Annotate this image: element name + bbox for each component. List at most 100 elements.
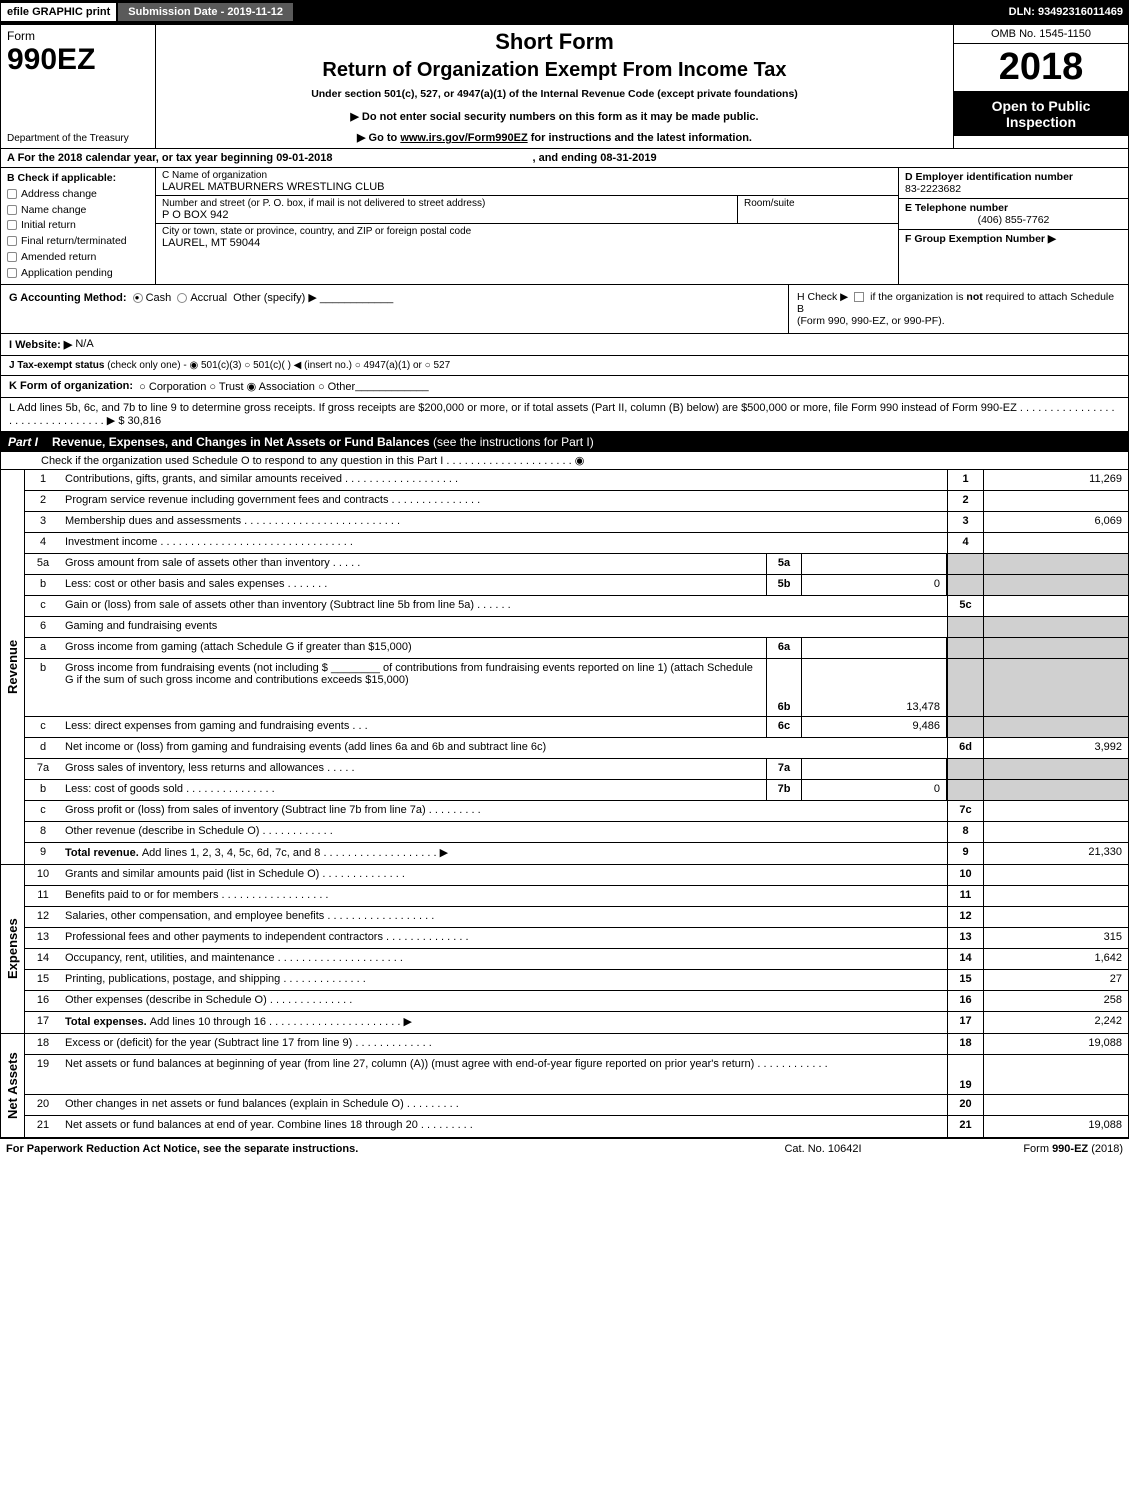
revenue-section: Revenue 1Contributions, gifts, grants, a… — [0, 470, 1129, 865]
l7b-txt: Less: cost of goods sold . . . . . . . .… — [61, 780, 766, 800]
l21-rn: 21 — [947, 1116, 983, 1137]
l17-txt: Total expenses. Add lines 10 through 16 … — [61, 1012, 947, 1033]
l7b-num: b — [25, 780, 61, 800]
goto-post: for instructions and the latest informat… — [528, 132, 752, 144]
l6b-num: b — [25, 659, 61, 716]
l6b-txt: Gross income from fundraising events (no… — [61, 659, 766, 716]
l5a-txt: Gross amount from sale of assets other t… — [61, 554, 766, 574]
l5c-rn: 5c — [947, 596, 983, 616]
l8-rn: 8 — [947, 822, 983, 842]
l-gross-receipts-row: L Add lines 5b, 6c, and 7b to line 9 to … — [0, 398, 1129, 432]
l11-num: 11 — [25, 886, 61, 906]
l7a-num: 7a — [25, 759, 61, 779]
l21-txt: Net assets or fund balances at end of ye… — [61, 1116, 947, 1137]
department: Department of the Treasury — [7, 133, 149, 144]
l21-rv: 19,088 — [983, 1116, 1128, 1137]
under-section: Under section 501(c), 527, or 4947(a)(1)… — [164, 88, 945, 100]
street-cell: Number and street (or P. O. box, if mail… — [156, 196, 738, 223]
l4-txt: Investment income . . . . . . . . . . . … — [61, 533, 947, 553]
h-text4: (Form 990, 990-EZ, or 990-PF). — [797, 315, 945, 327]
check-pending[interactable]: Application pending — [7, 266, 149, 282]
l15-txt: Printing, publications, postage, and shi… — [61, 970, 947, 990]
j-rest: (check only one) - ◉ 501(c)(3) ○ 501(c)(… — [107, 360, 450, 371]
l3-rn: 3 — [947, 512, 983, 532]
org-info-row: B Check if applicable: Address change Na… — [0, 168, 1129, 285]
l7a-rn-gray — [947, 759, 983, 779]
netassets-sidelabel: Net Assets — [1, 1034, 25, 1137]
l12-txt: Salaries, other compensation, and employ… — [61, 907, 947, 927]
l5b-rn-gray — [947, 575, 983, 595]
l6c-mv: 9,486 — [802, 717, 947, 737]
expenses-sidelabel: Expenses — [1, 865, 25, 1033]
check-address-label: Address change — [21, 188, 97, 200]
website-val: N/A — [75, 338, 93, 351]
l16-rn: 16 — [947, 991, 983, 1011]
form-header: Form 990EZ Department of the Treasury Sh… — [0, 24, 1129, 149]
l14-txt: Occupancy, rent, utilities, and maintena… — [61, 949, 947, 969]
l2-rn: 2 — [947, 491, 983, 511]
l5a-rv-gray — [983, 554, 1128, 574]
l5c-txt: Gain or (loss) from sale of assets other… — [61, 596, 947, 616]
l7b-rv-gray — [983, 780, 1128, 800]
l9-num: 9 — [25, 843, 61, 864]
l13-num: 13 — [25, 928, 61, 948]
other-label: Other (specify) ▶ — [233, 292, 317, 304]
check-initial[interactable]: Initial return — [7, 218, 149, 234]
l6d-rv: 3,992 — [983, 738, 1128, 758]
check-final[interactable]: Final return/terminated — [7, 234, 149, 250]
l6c-rv-gray — [983, 717, 1128, 737]
l5a-mn: 5a — [766, 554, 802, 574]
tax-year: 2018 — [954, 44, 1128, 92]
l12-rn: 12 — [947, 907, 983, 927]
org-center: C Name of organization LAUREL MATBURNERS… — [156, 168, 898, 284]
l14-rn: 14 — [947, 949, 983, 969]
revenue-sidelabel: Revenue — [1, 470, 25, 864]
l10-rv — [983, 865, 1128, 885]
check-address[interactable]: Address change — [7, 187, 149, 203]
l4-num: 4 — [25, 533, 61, 553]
h-text2: if the organization is — [870, 291, 966, 303]
i-website-row: I Website: ▶ N/A — [0, 334, 1129, 356]
l6d-rn: 6d — [947, 738, 983, 758]
efile-label: efile GRAPHIC print — [0, 2, 117, 22]
omb-number: OMB No. 1545-1150 — [954, 25, 1128, 44]
l9-rv: 21,330 — [983, 843, 1128, 864]
l5c-rv — [983, 596, 1128, 616]
check-final-label: Final return/terminated — [21, 235, 127, 247]
goto-link[interactable]: www.irs.gov/Form990EZ — [400, 132, 527, 144]
l-text: L Add lines 5b, 6c, and 7b to line 9 to … — [9, 402, 1120, 427]
h-checkbox[interactable] — [854, 292, 864, 302]
h-text1: H Check ▶ — [797, 291, 848, 303]
l2-rv — [983, 491, 1128, 511]
l19-rn: 19 — [947, 1055, 983, 1094]
h-schedule-b: H Check ▶ if the organization is not req… — [788, 285, 1128, 333]
l7c-rn: 7c — [947, 801, 983, 821]
l5a-mv — [802, 554, 947, 574]
l5b-txt: Less: cost or other basis and sales expe… — [61, 575, 766, 595]
l7c-rv — [983, 801, 1128, 821]
l8-rv — [983, 822, 1128, 842]
l14-rv: 1,642 — [983, 949, 1128, 969]
l16-txt: Other expenses (describe in Schedule O) … — [61, 991, 947, 1011]
dln: DLN: 93492316011469 — [1009, 6, 1129, 18]
k-label: K Form of organization: — [9, 380, 133, 393]
l10-txt: Grants and similar amounts paid (list in… — [61, 865, 947, 885]
h-not: not — [966, 291, 982, 303]
l13-rv: 315 — [983, 928, 1128, 948]
check-amended[interactable]: Amended return — [7, 250, 149, 266]
l6b-rn-gray — [947, 659, 983, 716]
l7b-mv: 0 — [802, 780, 947, 800]
org-right: D Employer identification number 83-2223… — [898, 168, 1128, 284]
check-name[interactable]: Name change — [7, 203, 149, 219]
l15-rv: 27 — [983, 970, 1128, 990]
accrual-radio[interactable] — [177, 293, 187, 303]
netassets-section: Net Assets 18Excess or (deficit) for the… — [0, 1034, 1129, 1138]
l20-txt: Other changes in net assets or fund bala… — [61, 1095, 947, 1115]
part1-header: Part I Revenue, Expenses, and Changes in… — [0, 432, 1129, 452]
cash-radio[interactable] — [133, 293, 143, 303]
goto-instructions: ▶ Go to www.irs.gov/Form990EZ for instru… — [164, 131, 945, 144]
l6c-num: c — [25, 717, 61, 737]
l3-num: 3 — [25, 512, 61, 532]
l7a-txt: Gross sales of inventory, less returns a… — [61, 759, 766, 779]
city-label: City or town, state or province, country… — [162, 226, 892, 237]
